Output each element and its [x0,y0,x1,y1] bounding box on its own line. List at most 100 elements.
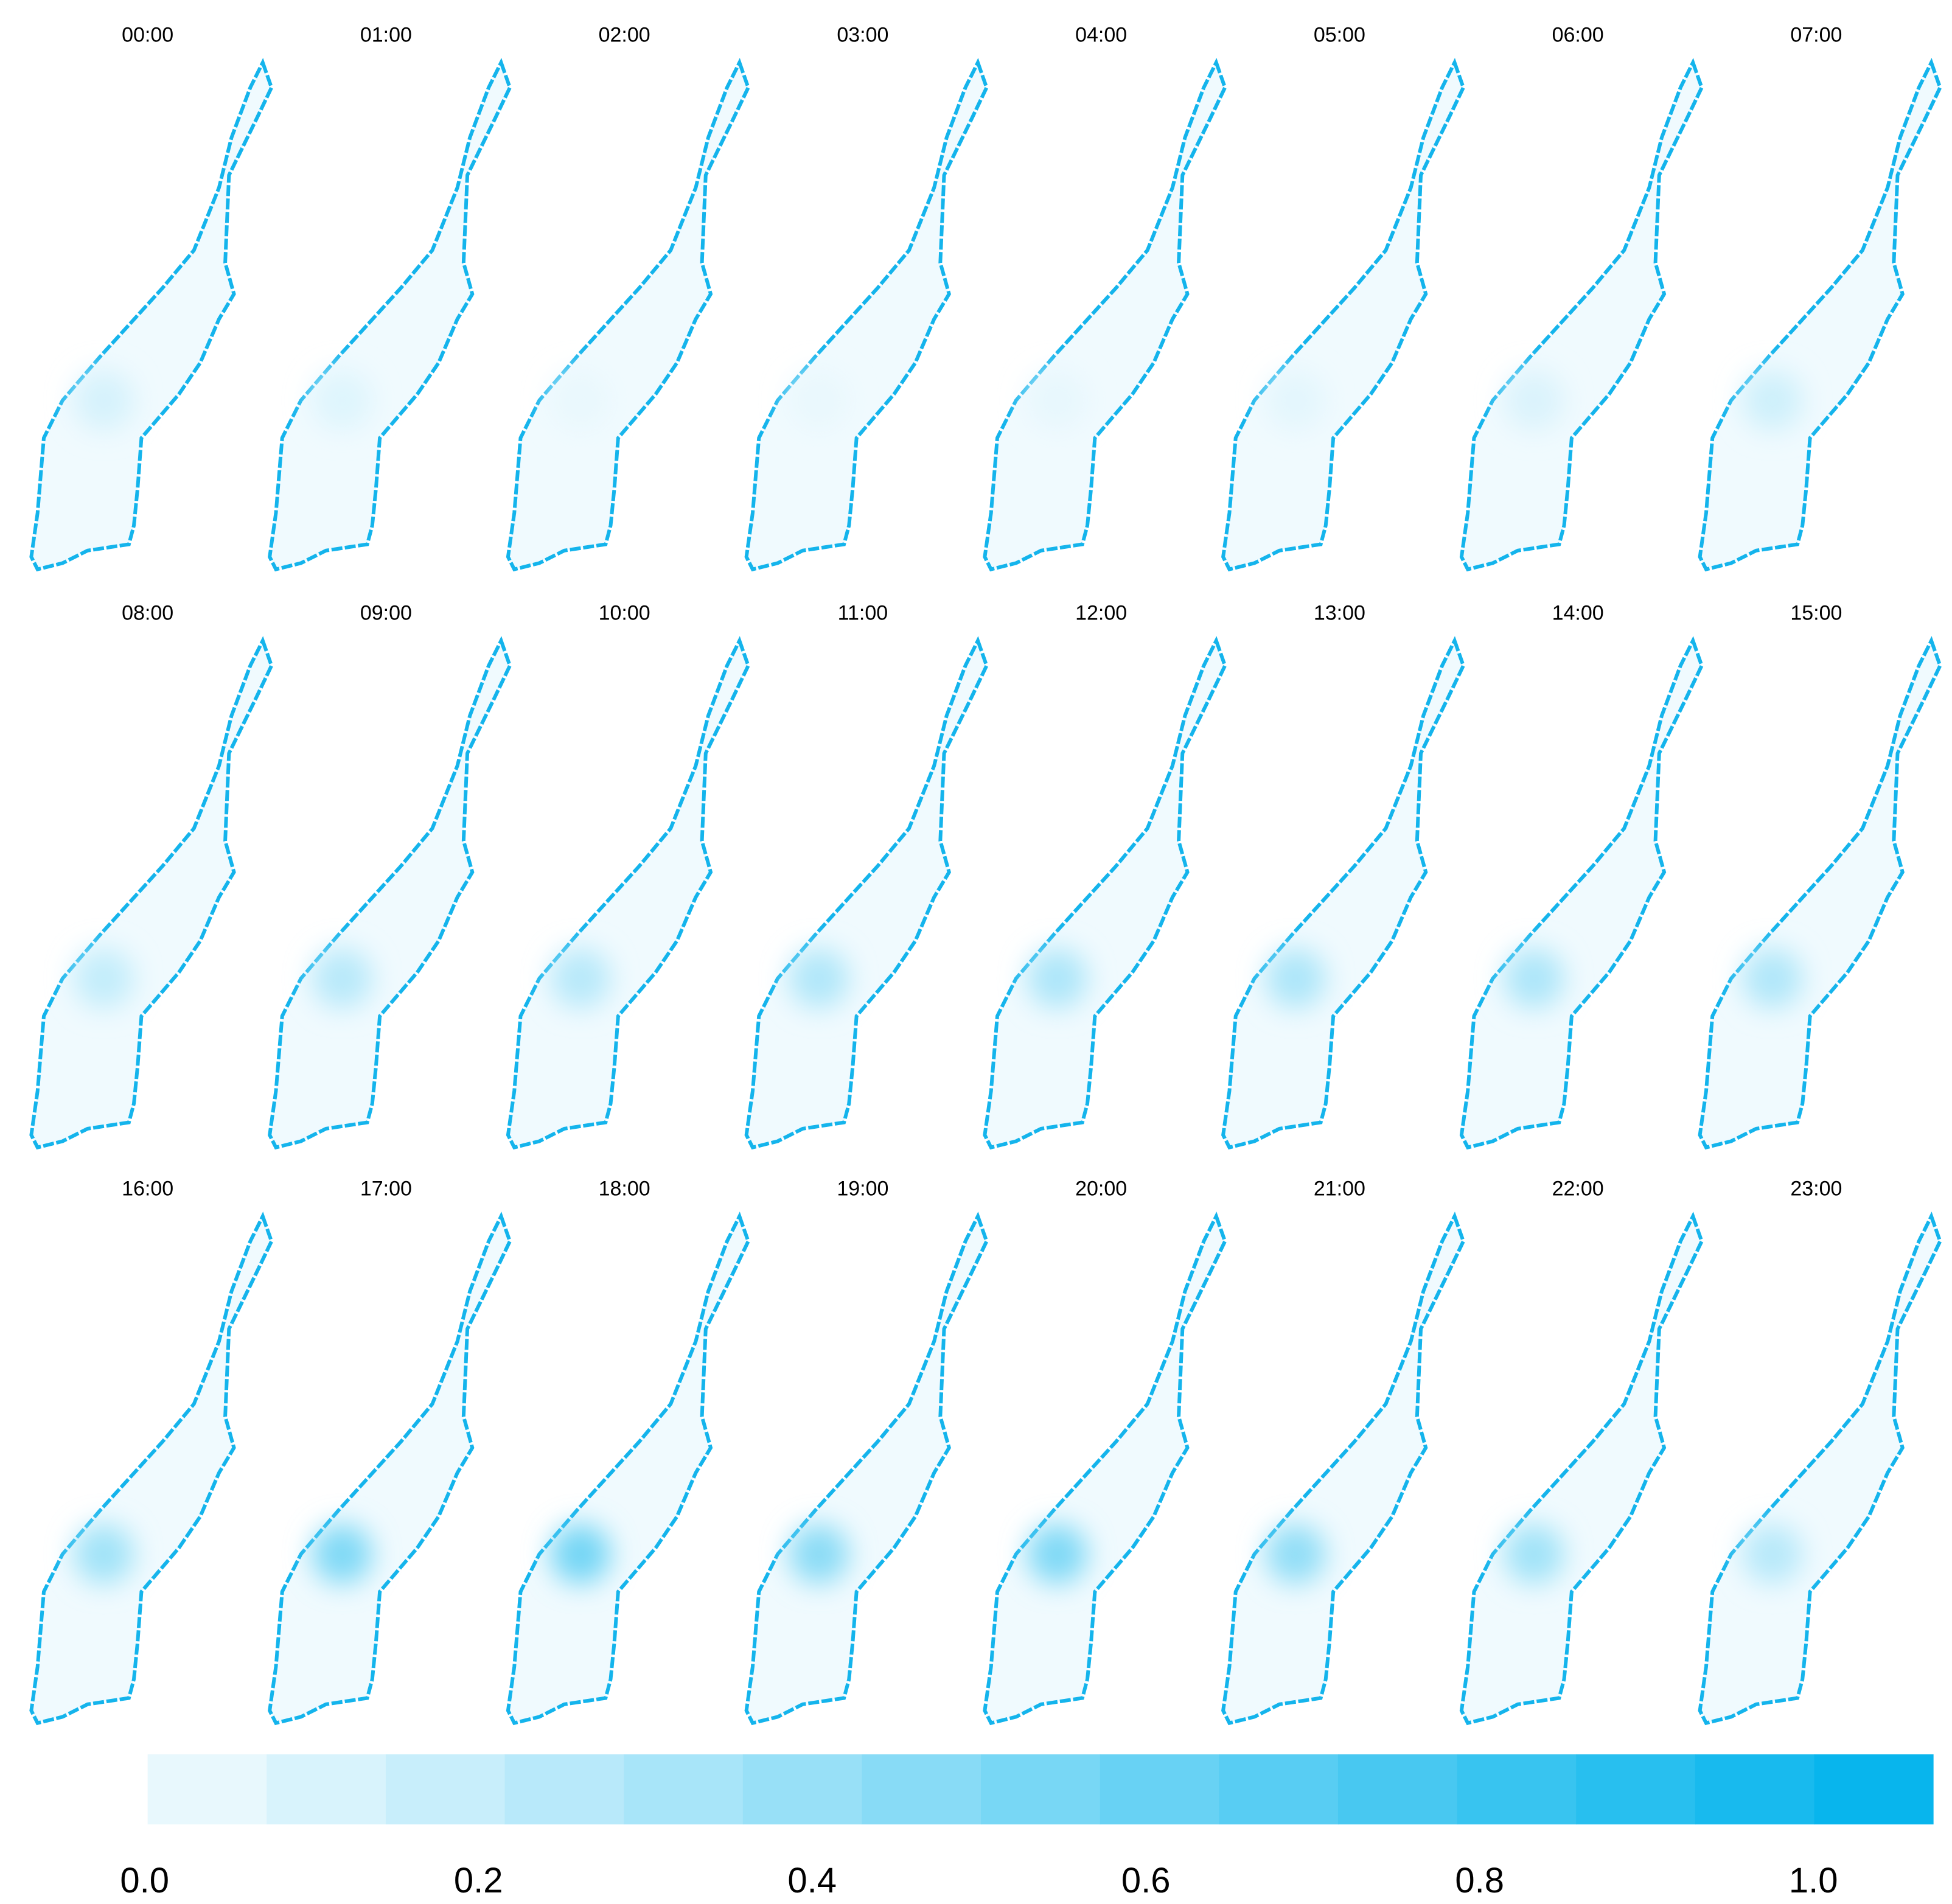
panel-title: 18:00 [599,1177,650,1201]
hotspot [312,948,372,1009]
hotspot [789,370,849,431]
map-panel [983,58,1227,572]
map-area [1459,1212,1704,1726]
colorbar-tick-label: 0.8 [1455,1861,1504,1900]
panel-title: 03:00 [837,24,888,47]
map-panel [983,636,1227,1150]
map-area [29,636,274,1150]
hotspot [1027,948,1088,1009]
map-area [29,1212,274,1726]
map-area [506,636,750,1150]
map-area [1221,636,1466,1150]
hotspot [1742,370,1803,431]
map-panel [29,1212,274,1726]
panel-title: 02:00 [599,24,650,47]
hotspot [1027,1524,1088,1585]
colorbar-step [1695,1754,1815,1825]
map-area [983,58,1227,572]
colorbar-step [385,1754,506,1825]
map-area [744,1212,989,1726]
map-panel [744,636,989,1150]
hotspot [550,370,611,431]
hotspot [74,948,134,1009]
map-area [1698,58,1942,572]
panel-title: 20:00 [1075,1177,1127,1201]
hotspot [1504,1524,1564,1585]
panel-title: 05:00 [1314,24,1365,47]
panel-title: 19:00 [837,1177,888,1201]
colorbar-step [267,1754,386,1825]
map-area [268,636,512,1150]
hotspot [1266,1524,1326,1585]
map-panel [744,58,989,572]
map-panel [29,58,274,572]
colorbar-tick-label: 0.0 [120,1861,169,1900]
panel-title: 11:00 [838,602,888,625]
hotspot [1027,370,1088,431]
colorbar-step [147,1754,267,1825]
map-area [983,636,1227,1150]
map-panel [29,636,274,1150]
panel-title: 07:00 [1790,24,1842,47]
hotspot [1504,370,1564,431]
panel-title: 22:00 [1552,1177,1604,1201]
panel-title: 01:00 [360,24,412,47]
hotspot [312,1524,372,1585]
panel-title: 15:00 [1790,602,1842,625]
map-area [744,636,989,1150]
colorbar-step [1576,1754,1696,1825]
map-area [1221,1212,1466,1726]
hotspot [74,370,134,431]
hotspot [550,948,611,1009]
hotspot [1266,370,1326,431]
map-panel [1221,636,1466,1150]
colorbar-step [1100,1754,1219,1825]
hotspot [550,1524,611,1585]
map-panel [506,1212,750,1726]
hotspot [1266,948,1326,1009]
colorbar-step [1337,1754,1458,1825]
colorbar-step [742,1754,862,1825]
panel-title: 14:00 [1552,602,1604,625]
map-panel [983,1212,1227,1726]
panel-title: 23:00 [1790,1177,1842,1201]
map-area [1221,58,1466,572]
map-panel [268,1212,512,1726]
map-panel [1221,1212,1466,1726]
panel-title: 12:00 [1075,602,1127,625]
map-panel [1459,1212,1704,1726]
panel-title: 09:00 [360,602,412,625]
map-panel [268,636,512,1150]
colorbar-step [1457,1754,1577,1825]
map-area [744,58,989,572]
map-area [29,58,274,572]
map-panel [506,58,750,572]
colorbar-step [624,1754,744,1825]
map-area [1459,636,1704,1150]
colorbar-step [981,1754,1101,1825]
map-area [268,58,512,572]
panel-title: 10:00 [599,602,650,625]
colorbar-tick-label: 0.6 [1121,1861,1171,1900]
colorbar-step [862,1754,981,1825]
map-panel [1221,58,1466,572]
map-area [506,58,750,572]
hotspot [789,948,849,1009]
map-area [1698,636,1942,1150]
map-area [268,1212,512,1726]
colorbar-tick-label: 0.2 [454,1861,503,1900]
panel-title: 04:00 [1075,24,1127,47]
colorbar-step [504,1754,624,1825]
hotspot [1504,948,1564,1009]
map-panel [268,58,512,572]
map-panel [744,1212,989,1726]
map-panel [1459,58,1704,572]
map-panel [506,636,750,1150]
panel-title: 06:00 [1552,24,1604,47]
colorbar-tick-label: 1.0 [1789,1861,1838,1900]
panel-title: 16:00 [122,1177,173,1201]
map-area [506,1212,750,1726]
hotspot [1742,1524,1803,1585]
map-panel [1698,636,1942,1150]
